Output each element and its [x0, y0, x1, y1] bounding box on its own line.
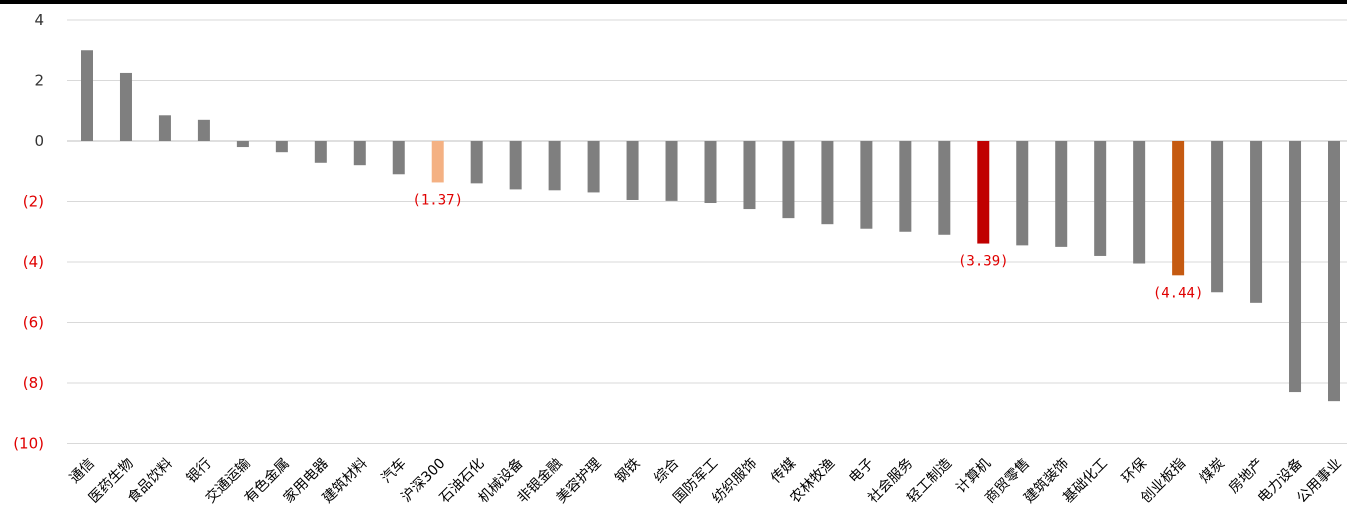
x-tick-label: 煤炭 — [1197, 456, 1228, 487]
bar — [431, 141, 444, 183]
bar — [860, 141, 873, 229]
y-tick-label: 0 — [34, 132, 44, 150]
x-tick-label: 通信 — [67, 456, 98, 487]
bar — [899, 141, 912, 232]
bar — [587, 141, 600, 193]
bar — [977, 141, 990, 244]
bar — [314, 141, 327, 163]
bar — [938, 141, 951, 235]
bar — [509, 141, 522, 190]
bar — [392, 141, 405, 175]
data-labels: (1.37) (3.39) (4.44) — [412, 192, 1203, 301]
y-tick-label: (8) — [23, 374, 44, 392]
x-tick-label: 钢铁 — [612, 456, 643, 487]
bar — [1133, 141, 1146, 264]
bar — [1250, 141, 1263, 303]
x-tick-label: 综合 — [651, 456, 682, 487]
x-tick-label: 传媒 — [768, 456, 799, 487]
bar — [1289, 141, 1302, 393]
bar — [1055, 141, 1068, 247]
y-axis-ticks: 4 2 0 (2) (4) (6) (8) (10) — [13, 11, 44, 453]
bar — [470, 141, 483, 184]
bar — [353, 141, 366, 166]
bar — [1211, 141, 1224, 293]
bars — [81, 50, 1340, 402]
data-label: (4.44) — [1153, 285, 1204, 301]
bar — [1094, 141, 1107, 256]
bar — [81, 50, 93, 141]
bar — [782, 141, 795, 219]
bar — [236, 141, 249, 148]
y-tick-label: (10) — [13, 435, 44, 453]
bar — [197, 119, 210, 141]
bar — [704, 141, 717, 204]
bar — [1172, 141, 1185, 276]
top-rule — [0, 0, 1347, 4]
bar — [548, 141, 561, 191]
y-tick-label: (2) — [23, 193, 44, 211]
bar — [1016, 141, 1029, 246]
data-label: (3.39) — [958, 254, 1009, 270]
x-tick-label: 电子 — [846, 456, 877, 487]
gridlines — [67, 19, 1347, 444]
bar — [275, 141, 288, 153]
bar — [665, 141, 678, 201]
y-tick-label: (4) — [23, 253, 44, 271]
y-tick-label: 2 — [34, 72, 44, 90]
bar — [626, 141, 639, 200]
bar — [821, 141, 834, 225]
x-tick-label: 环保 — [1119, 456, 1150, 487]
bar — [119, 72, 132, 141]
y-tick-label: (6) — [23, 314, 44, 332]
bar — [1328, 141, 1340, 402]
x-tick-label: 汽车 — [378, 455, 410, 487]
bar — [743, 141, 756, 210]
bar — [158, 115, 171, 141]
x-tick-label: 银行 — [184, 456, 215, 487]
data-label: (1.37) — [412, 192, 463, 208]
y-tick-label: 4 — [34, 11, 44, 29]
